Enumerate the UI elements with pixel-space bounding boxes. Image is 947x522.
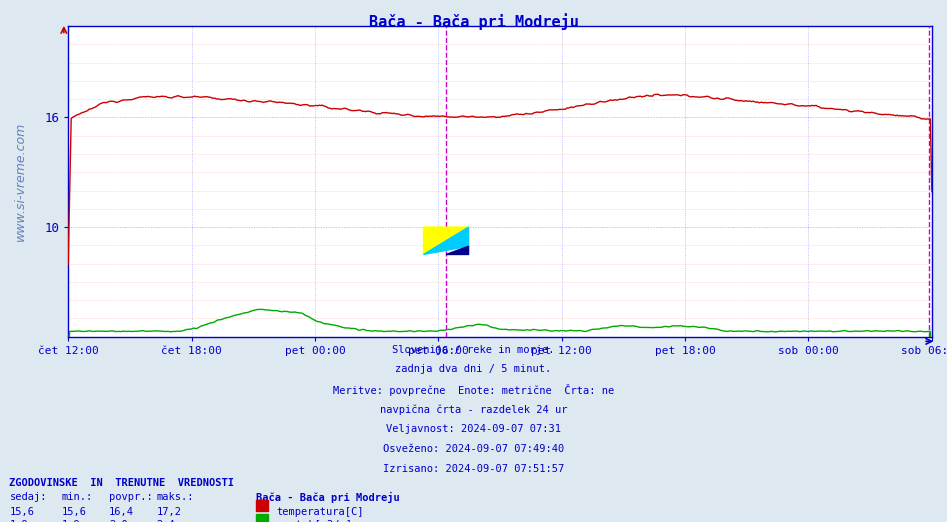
Text: maks.:: maks.: xyxy=(156,492,194,502)
Text: navpična črta - razdelek 24 ur: navpična črta - razdelek 24 ur xyxy=(380,404,567,414)
Text: 1,9: 1,9 xyxy=(62,520,80,522)
Text: Izrisano: 2024-09-07 07:51:57: Izrisano: 2024-09-07 07:51:57 xyxy=(383,464,564,473)
Text: min.:: min.: xyxy=(62,492,93,502)
Text: sedaj:: sedaj: xyxy=(9,492,47,502)
Text: 16,4: 16,4 xyxy=(109,507,134,517)
Polygon shape xyxy=(423,227,469,255)
Polygon shape xyxy=(446,246,469,255)
Text: Veljavnost: 2024-09-07 07:31: Veljavnost: 2024-09-07 07:31 xyxy=(386,424,561,434)
Text: 2,4: 2,4 xyxy=(156,520,175,522)
Text: temperatura[C]: temperatura[C] xyxy=(277,507,364,517)
Text: Meritve: povprečne  Enote: metrične  Črta: ne: Meritve: povprečne Enote: metrične Črta:… xyxy=(333,384,614,396)
Text: www.si-vreme.com: www.si-vreme.com xyxy=(14,122,27,241)
Text: 17,2: 17,2 xyxy=(156,507,181,517)
Text: Slovenija / reke in morje.: Slovenija / reke in morje. xyxy=(392,345,555,354)
Text: Osveženo: 2024-09-07 07:49:40: Osveženo: 2024-09-07 07:49:40 xyxy=(383,444,564,454)
Text: Bača - Bača pri Modreju: Bača - Bača pri Modreju xyxy=(256,492,400,503)
Text: 1,9: 1,9 xyxy=(9,520,28,522)
Polygon shape xyxy=(423,227,469,255)
Text: Bača - Bača pri Modreju: Bača - Bača pri Modreju xyxy=(368,13,579,30)
Text: 15,6: 15,6 xyxy=(9,507,34,517)
Text: povpr.:: povpr.: xyxy=(109,492,152,502)
Text: 15,6: 15,6 xyxy=(62,507,86,517)
Text: 2,0: 2,0 xyxy=(109,520,128,522)
Text: pretok[m3/s]: pretok[m3/s] xyxy=(277,520,351,522)
Text: zadnja dva dni / 5 minut.: zadnja dva dni / 5 minut. xyxy=(396,364,551,374)
Text: ZGODOVINSKE  IN  TRENUTNE  VREDNOSTI: ZGODOVINSKE IN TRENUTNE VREDNOSTI xyxy=(9,478,235,488)
